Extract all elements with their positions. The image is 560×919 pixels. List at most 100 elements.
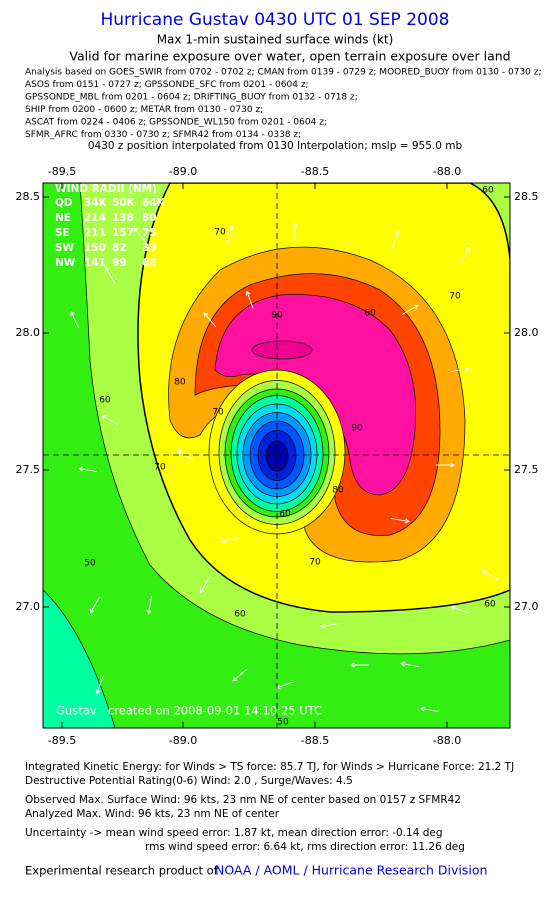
wind-arrow xyxy=(292,222,298,241)
footer-line: rms wind speed error: 6.64 kt, rms direc… xyxy=(145,841,465,853)
wind-arrow xyxy=(220,537,239,544)
analysis-line: Analysis based on GOES_SWIR from 0702 - … xyxy=(25,68,542,78)
radii-cell: 141 xyxy=(84,257,106,269)
wind-arrow xyxy=(227,225,234,244)
radii-cell: 150 xyxy=(84,242,106,254)
wind-arrow xyxy=(451,366,470,373)
map-frame xyxy=(42,182,511,729)
lat-tick-label: 27.5 xyxy=(514,463,539,476)
valid-note: Valid for marine exposure over water, op… xyxy=(69,49,510,64)
radii-cell: 214 xyxy=(84,212,106,224)
footer-line: Integrated Kinetic Energy: for Winds > T… xyxy=(25,761,514,773)
radii-cell: 64K xyxy=(142,197,166,209)
analysis-line: SFMR_AFRC from 0330 - 0730 z; SFMR42 fro… xyxy=(25,130,301,140)
wind-field xyxy=(43,183,510,728)
radii-cell: QD xyxy=(55,197,73,209)
subtitle: Max 1-min sustained surface winds (kt) xyxy=(157,33,394,47)
wind-arrow xyxy=(245,290,254,309)
contour-label: 70 xyxy=(154,463,166,473)
wind-arrow xyxy=(391,230,400,249)
lon-tick-label: -89.0 xyxy=(169,165,197,178)
wind-arrow xyxy=(133,227,147,243)
title: Hurricane Gustav 0430 UTC 01 SEP 2008 xyxy=(101,10,450,30)
contour-label: 90 xyxy=(351,424,363,434)
wind-arrow xyxy=(101,414,119,425)
wind-arrow xyxy=(199,576,210,594)
contour-label: 70 xyxy=(449,292,461,302)
lat-tick-label: 27.0 xyxy=(514,600,539,613)
wind-arrow xyxy=(78,466,97,473)
contour-label: 60 xyxy=(234,610,246,620)
analysis-line: GPSSONDE_MBL from 0201 - 0604 z; DRIFTIN… xyxy=(25,93,358,103)
product-note: Experimental research product of xyxy=(25,864,219,878)
wind-arrow xyxy=(146,596,153,615)
footer-line: Uncertainty -> mean wind speed error: 1.… xyxy=(25,827,443,839)
footer-line: Analyzed Max. Wind: 96 kts, 23 nm NE of … xyxy=(25,808,280,820)
lon-tick-label: -88.0 xyxy=(433,734,461,747)
wind-arrow xyxy=(275,681,294,690)
contour-label: 80 xyxy=(332,486,344,496)
radii-cell: 39 xyxy=(142,242,157,254)
radii-cell: NE xyxy=(55,212,71,224)
footer-line: Observed Max. Surface Wind: 96 kts, 23 n… xyxy=(25,794,461,806)
analysis-lines: Analysis based on GOES_SWIR from 0702 - … xyxy=(25,68,542,141)
credit: Gustav - created on 2008-09-01 14:10:25 … xyxy=(56,704,322,718)
contour-label: 70 xyxy=(214,228,226,238)
wind-arrow xyxy=(460,246,471,264)
wind-arrow xyxy=(436,462,455,468)
lat-tick-label: 27.5 xyxy=(16,463,41,476)
radii-cell: NW xyxy=(55,257,76,269)
position-note: 0430 z position interpolated from 0130 I… xyxy=(88,140,463,152)
footer: Integrated Kinetic Energy: for Winds > T… xyxy=(25,761,514,853)
radii-cell: 80 xyxy=(142,212,157,224)
wind-arrow xyxy=(320,622,339,629)
footer-line: Destructive Potential Rating(0-6) Wind: … xyxy=(25,775,353,787)
radii-title: WIND RADII (NM) xyxy=(55,183,157,195)
lon-tick-label: -89.0 xyxy=(169,734,197,747)
radii-cell: SE xyxy=(55,227,70,239)
radii-cell: 66 xyxy=(142,257,157,269)
contour-labels: 70 70 60 90 80 70 90 80 70 60 50 60 60 70 60 50 60 xyxy=(84,186,496,728)
wind-arrow xyxy=(104,266,115,284)
wind-arrow xyxy=(89,596,100,614)
lat-tick-label: 28.0 xyxy=(514,326,539,339)
wind-arrow xyxy=(400,661,419,668)
contour-label: 70 xyxy=(309,558,321,568)
lat-tick-label: 28.5 xyxy=(514,190,539,203)
lon-tick-label: -88.0 xyxy=(433,165,461,178)
analysis-line: ASCAT from 0224 - 0406 z; GPSSONDE_WL150… xyxy=(25,118,327,128)
wind-arrow xyxy=(420,706,439,713)
wind-arrow xyxy=(95,676,104,695)
contour-label: 70 xyxy=(212,408,224,418)
lon-tick-label: -89.5 xyxy=(48,165,76,178)
wind-arrow xyxy=(481,569,499,580)
link[interactable]: NOAA / AOML / Hurricane Research Divisio… xyxy=(215,863,487,878)
radii-cell: 82 xyxy=(112,242,127,254)
wind-arrow xyxy=(401,304,419,315)
lon-tick-label: -88.5 xyxy=(301,165,329,178)
radii-cell: 211 xyxy=(84,227,106,239)
lat-tick-label: 27.0 xyxy=(16,600,41,613)
contour-label: 60 xyxy=(364,309,376,319)
radii-cell: 50K xyxy=(112,197,136,209)
contour-label: 60 xyxy=(99,396,111,406)
contour-label: 60 xyxy=(279,510,291,520)
lon-tick-label: -89.5 xyxy=(48,734,76,747)
contour-label: 80 xyxy=(174,378,186,388)
contour-label: 60 xyxy=(482,186,494,196)
radii-cell: 138 xyxy=(112,212,134,224)
wind-arrow xyxy=(391,517,410,524)
wind-arrow xyxy=(350,662,369,668)
radii-cell: 34K xyxy=(84,197,108,209)
wind-arrow xyxy=(450,605,469,614)
wind-arrow xyxy=(203,312,217,328)
wind-arrow xyxy=(70,310,80,329)
lat-tick-label: 28.0 xyxy=(16,326,41,339)
eye-contours xyxy=(208,369,346,535)
wind-arrow xyxy=(232,668,248,682)
radii-cell: 157 xyxy=(112,227,134,239)
contour-fill xyxy=(251,340,313,360)
axis-ticks: -89.5 -89.5 -89.0 -89.0 -88.5 -88.5 -88.0 -88.0… xyxy=(16,165,539,747)
contour-label: 90 xyxy=(271,311,283,321)
